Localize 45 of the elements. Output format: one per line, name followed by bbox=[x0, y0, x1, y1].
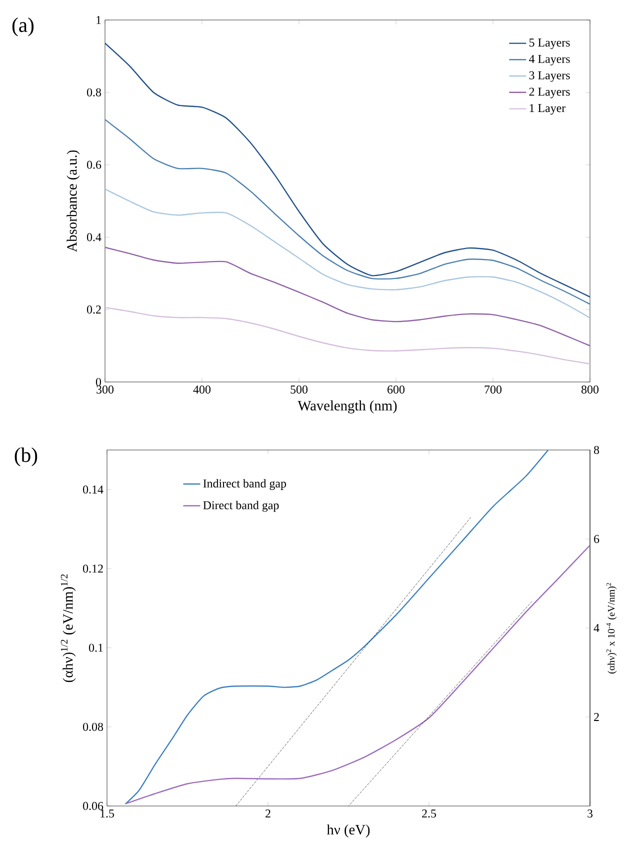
x-tick-label: 600 bbox=[388, 386, 405, 394]
y-tick-label: 0.4 bbox=[86, 233, 102, 242]
y-tick-label: 0.14 bbox=[83, 485, 104, 494]
y2-tick-label: 4 bbox=[594, 624, 600, 632]
y-axis-title: (αhν)$^{1/2}$ (eV/nm)$^{1/2}$ bbox=[60, 574, 76, 682]
y-tick-label: 0 bbox=[96, 378, 102, 386]
x-tick-label: 2.5 bbox=[422, 810, 436, 818]
line-series bbox=[105, 246, 590, 346]
line-series bbox=[105, 118, 590, 305]
y-tick-label: 0.8 bbox=[86, 88, 102, 96]
line-series bbox=[124, 544, 590, 804]
x-tick-label: 500 bbox=[290, 386, 308, 394]
x-tick-label: 300 bbox=[96, 386, 114, 394]
y-axis-title: Absorbance (a.u.) bbox=[66, 150, 80, 252]
line-series bbox=[124, 450, 549, 805]
x-tick-label: 700 bbox=[484, 386, 502, 394]
y2-tick-label: 8 bbox=[594, 446, 600, 454]
x-tick-label: 1.5 bbox=[100, 810, 114, 818]
x-tick-label: 400 bbox=[193, 386, 211, 394]
y-tick-label: 1 bbox=[96, 16, 101, 24]
x-axis-title: hν (eV) bbox=[326, 824, 370, 838]
y2-axis-title: (αhν)$^{2}$ x 10$^{-4}$ (eV/nm)$^{2}$ bbox=[606, 582, 617, 674]
legend-label: 5 Layers bbox=[529, 38, 570, 50]
y-tick-label: 0.06 bbox=[83, 802, 104, 810]
chart-title: (b) bbox=[14, 448, 38, 466]
x-tick-label: 2 bbox=[266, 810, 270, 818]
legend-label: 1 Layer bbox=[530, 104, 566, 115]
legend-label: Indirect band gap bbox=[203, 479, 286, 490]
y-tick-label: 0.1 bbox=[88, 644, 103, 652]
y-tick-label: 0.12 bbox=[83, 564, 103, 573]
legend-label: 2 Layers bbox=[529, 88, 570, 98]
y-tick-label: 0.08 bbox=[83, 722, 104, 731]
x-tick-label: 3 bbox=[588, 810, 593, 818]
legend-label: 3 Layers bbox=[529, 71, 570, 82]
line-series bbox=[105, 306, 590, 364]
x-tick-label: 800 bbox=[581, 386, 599, 394]
x-axis-title: Wavelength (nm) bbox=[298, 400, 397, 414]
y-tick-label: 0.2 bbox=[86, 306, 101, 314]
chart-title: (a) bbox=[12, 18, 34, 36]
y2-tick-label: 6 bbox=[594, 534, 600, 544]
line-series bbox=[105, 188, 590, 319]
legend-label: 4 Layers bbox=[529, 54, 570, 66]
y2-tick-label: 2 bbox=[594, 713, 599, 721]
legend-label: Direct band gap bbox=[203, 500, 279, 512]
y-tick-label: 0.6 bbox=[86, 160, 102, 169]
